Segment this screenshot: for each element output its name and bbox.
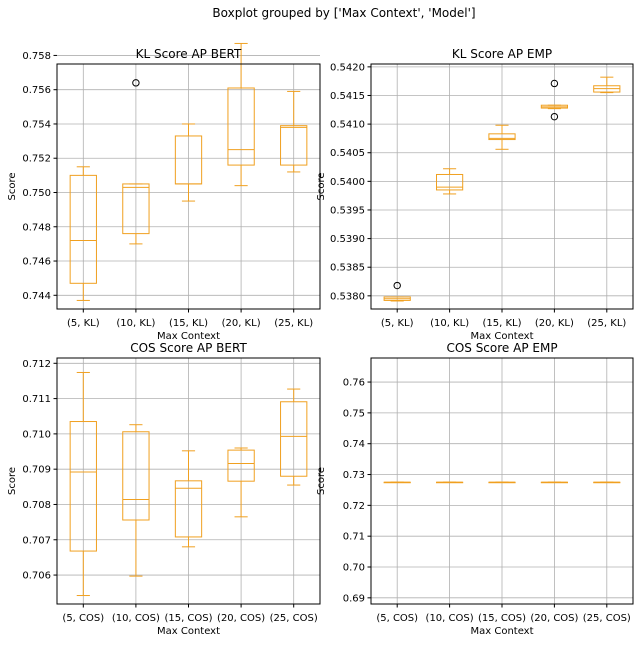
x-tick-label: (15, KL) — [482, 318, 521, 329]
y-tick-label: 0.744 — [22, 291, 51, 302]
y-axis-label: Score — [316, 172, 327, 200]
box-outlier — [550, 79, 559, 88]
y-tick-label: 0.758 — [22, 51, 51, 62]
box-2 — [174, 123, 203, 202]
x-tick-label: (5, COS) — [62, 613, 104, 624]
x-tick-label: (10, COS) — [426, 613, 474, 624]
y-tick-label: 0.74 — [343, 439, 365, 450]
box-0 — [69, 371, 97, 597]
x-tick-label: (15, COS) — [478, 613, 526, 624]
y-tick-label: 0.750 — [22, 188, 51, 199]
x-tick-label: (25, COS) — [270, 613, 318, 624]
x-tick-label: (5, KL) — [381, 318, 414, 329]
y-tick-label: 0.5380 — [330, 291, 365, 302]
subplot-title: KL Score AP EMP — [452, 47, 552, 61]
box-2 — [174, 450, 203, 548]
x-tick-label: (10, COS) — [112, 613, 160, 624]
y-tick-label: 0.706 — [22, 571, 51, 582]
y-tick-label: 0.5420 — [330, 62, 365, 73]
x-tick-label: (25, KL) — [587, 318, 626, 329]
y-tick-label: 0.69 — [343, 593, 365, 604]
x-axis-label: Max Context — [157, 331, 220, 342]
box-2 — [488, 124, 516, 150]
box-3 — [227, 42, 255, 187]
y-tick-label: 0.76 — [343, 378, 365, 389]
y-tick-label: 0.5385 — [330, 263, 365, 274]
subplot-title: COS Score AP EMP — [446, 341, 557, 355]
y-tick-label: 0.708 — [22, 500, 51, 511]
y-tick-label: 0.748 — [22, 222, 51, 233]
box-4 — [593, 76, 621, 94]
y-tick-label: 0.72 — [343, 501, 365, 512]
box-0 — [383, 481, 411, 484]
y-axis-label: Score — [7, 172, 18, 200]
x-axis-label: Max Context — [470, 331, 533, 342]
x-tick-label: (5, COS) — [376, 613, 418, 624]
y-tick-label: 0.746 — [22, 257, 51, 268]
subplot-kl-bert: 0.744 0.746 0.748 0.750 0.752 0.754 0.756 0.758… — [7, 42, 321, 342]
box-3 — [540, 481, 568, 484]
box-4 — [280, 90, 308, 173]
subplot-kl-emp: 0.5380 0.5385 0.5390 0.5395 0.5400 0.5405 0.54… — [316, 47, 634, 342]
box-outlier — [132, 79, 140, 87]
x-tick-label: (5, KL) — [67, 318, 100, 329]
x-tick-label: (25, KL) — [274, 318, 313, 329]
y-tick-label: 0.5410 — [330, 120, 365, 131]
x-tick-label: (20, COS) — [217, 613, 265, 624]
y-tick-label: 0.752 — [22, 154, 51, 165]
box-4 — [593, 481, 621, 484]
x-tick-label: (25, COS) — [583, 613, 631, 624]
box-1 — [122, 79, 150, 245]
box-outlier — [393, 281, 401, 290]
x-tick-label: (10, KL) — [430, 318, 469, 329]
y-tick-label: 0.5415 — [330, 91, 365, 102]
x-tick-label: (15, COS) — [164, 613, 212, 624]
box-outlier — [550, 112, 559, 121]
y-tick-label: 0.70 — [343, 563, 365, 574]
box-1 — [436, 168, 464, 195]
box-2 — [488, 481, 516, 484]
y-tick-label: 0.756 — [22, 85, 51, 96]
y-tick-label: 0.754 — [22, 119, 51, 130]
y-tick-label: 0.710 — [22, 429, 51, 440]
y-axis-label: Score — [7, 467, 18, 495]
subplot-title: COS Score AP BERT — [130, 341, 247, 355]
subplot-cos-emp: 0.69 0.70 0.71 0.72 0.73 0.74 0.75 0.76 (5, COS)… — [316, 341, 634, 637]
y-tick-label: 0.707 — [22, 535, 51, 546]
y-tick-label: 0.5405 — [330, 148, 365, 159]
y-tick-label: 0.73 — [343, 470, 365, 481]
box-1 — [436, 481, 464, 484]
y-axis-label: Score — [316, 467, 327, 495]
figure-suptitle: Boxplot grouped by ['Max Context', 'Mode… — [212, 6, 475, 20]
x-tick-label: (20, COS) — [530, 613, 578, 624]
box-1 — [122, 424, 150, 577]
box-3 — [540, 79, 568, 121]
y-tick-label: 0.75 — [343, 408, 365, 419]
y-tick-label: 0.711 — [22, 394, 51, 405]
x-tick-label: (20, KL) — [222, 318, 261, 329]
y-tick-label: 0.709 — [22, 465, 51, 476]
x-tick-label: (10, KL) — [116, 318, 155, 329]
y-tick-label: 0.5390 — [330, 234, 365, 245]
y-tick-label: 0.712 — [22, 359, 51, 370]
y-tick-label: 0.5395 — [330, 205, 365, 216]
box-0 — [69, 166, 97, 301]
x-tick-label: (15, KL) — [169, 318, 208, 329]
x-tick-label: (20, KL) — [535, 318, 574, 329]
subplot-grid: 0.744 0.746 0.748 0.750 0.752 0.754 0.756 0.758… — [7, 42, 634, 637]
subplot-cos-bert: 0.706 0.707 0.708 0.709 0.710 0.711 0.712 (5, C… — [7, 341, 321, 637]
y-tick-label: 0.71 — [343, 532, 365, 543]
box-3 — [227, 447, 255, 518]
x-axis-label: Max Context — [157, 626, 220, 637]
box-0 — [383, 281, 411, 302]
x-axis-label: Max Context — [470, 626, 533, 637]
y-tick-label: 0.5400 — [330, 177, 365, 188]
box-4 — [280, 388, 308, 486]
subplot-title: KL Score AP BERT — [136, 47, 242, 61]
